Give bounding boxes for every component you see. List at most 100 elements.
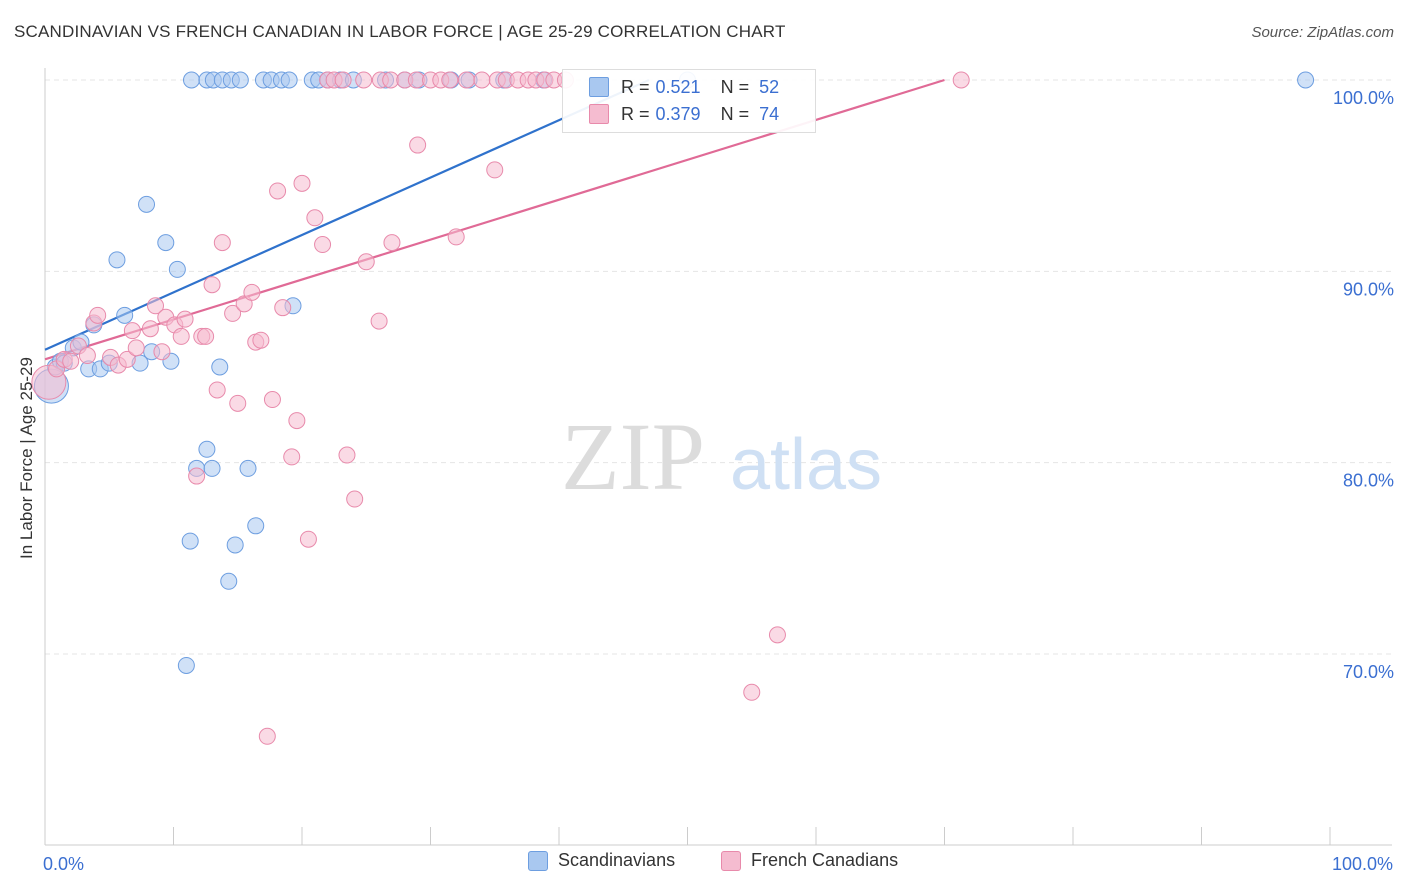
chart-title: SCANDINAVIAN VS FRENCH CANADIAN IN LABOR…	[14, 22, 786, 41]
french-canadian-point	[457, 71, 475, 89]
scandinavian-point	[203, 459, 221, 477]
legend-label: Scandinavians	[558, 850, 676, 870]
n-value: 74	[759, 103, 780, 124]
data-points	[31, 71, 1315, 745]
scandinavian-point	[198, 440, 216, 458]
y-tick-label: 90.0%	[1343, 279, 1394, 299]
legend-item-scandinavians[interactable]: Scandinavians	[528, 850, 675, 871]
french-canadian-point	[486, 161, 504, 179]
french-canadian-point	[89, 306, 107, 324]
r-value: 0.521	[655, 76, 701, 97]
r-label: R =	[621, 76, 650, 97]
french-canadian-point	[743, 683, 761, 701]
x-tick-label: 100.0%	[1332, 854, 1393, 874]
french-canadian-point	[147, 297, 165, 315]
french-canadian-point	[243, 283, 261, 301]
scandinavian-point	[138, 195, 156, 213]
scandinavian-point	[239, 459, 257, 477]
n-label: N =	[720, 103, 750, 124]
french-canadian-point	[118, 350, 136, 368]
french-canadian-point	[258, 727, 276, 745]
french-canadian-point	[274, 299, 292, 317]
scandinavian-point	[211, 358, 229, 376]
y-tick-label: 80.0%	[1343, 471, 1394, 491]
stats-row-french-canadians: R = 0.379 N = 74	[563, 101, 779, 127]
y-tick-label: 70.0%	[1343, 662, 1394, 682]
french-canadian-point	[62, 352, 80, 370]
watermark-zip: ZIP	[561, 403, 705, 510]
french-canadian-point	[203, 276, 221, 294]
tick-labels: 70.0% 80.0% 90.0% 100.0% 0.0% 100.0%	[43, 88, 1394, 874]
y-axis-label: In Labor Force | Age 25-29	[17, 357, 36, 559]
scandinavian-point	[231, 71, 249, 89]
french-canadian-point	[314, 236, 332, 254]
n-value: 52	[759, 76, 780, 97]
french-canadian-point	[188, 467, 206, 485]
n-label: N =	[720, 76, 750, 97]
r-value: 0.379	[655, 103, 701, 124]
grid-lines	[45, 79, 1392, 655]
stats-legend: R = 0.521 N = 52 R = 0.379 N = 74	[562, 69, 816, 133]
french-canadian-point	[346, 490, 364, 508]
french-canadian-point	[127, 339, 145, 357]
scandinavian-point	[1297, 71, 1315, 89]
french-canadian-point	[123, 322, 141, 340]
watermark: ZIP atlas	[561, 403, 882, 510]
legend-label: French Canadians	[751, 850, 899, 870]
french-canadian-point	[306, 209, 324, 227]
french-canadian-point	[176, 310, 194, 328]
french-canadian-point	[208, 381, 226, 399]
french-canadian-point	[213, 234, 231, 252]
french-canadian-point	[355, 71, 373, 89]
scandinavian-point	[177, 656, 195, 674]
watermark-atlas: atlas	[730, 425, 882, 505]
french-canadian-point	[172, 327, 190, 345]
scandinavian-point	[226, 536, 244, 554]
scandinavian-point	[181, 532, 199, 550]
french-canadian-point	[197, 327, 215, 345]
scandinavian-point	[168, 260, 186, 278]
scandinavian-point	[280, 71, 298, 89]
french-canadian-point	[299, 530, 317, 548]
scandinavian-point	[116, 306, 134, 324]
french-canadian-point	[288, 412, 306, 430]
french-canadian-point	[382, 71, 400, 89]
scandinavian-point	[220, 572, 238, 590]
scandinavian-point	[247, 517, 265, 535]
french-canadian-point	[269, 182, 287, 200]
french-canadian-point	[447, 228, 465, 246]
r-label: R =	[621, 103, 650, 124]
french-canadian-point	[407, 71, 425, 89]
scandinavians-swatch	[589, 77, 609, 97]
legend-item-french-canadians[interactable]: French Canadians	[721, 850, 898, 871]
french-canadian-point	[78, 347, 96, 365]
french-canadian-point	[293, 174, 311, 192]
french-canadian-point	[441, 71, 459, 89]
french-canadian-point	[409, 136, 427, 154]
scandinavian-point	[182, 71, 200, 89]
french-canadians-swatch	[589, 104, 609, 124]
french-canadian-point	[252, 331, 270, 349]
french-canadian-point	[370, 312, 388, 330]
french-canadian-point	[334, 71, 352, 89]
scandinavian-trend-line	[44, 78, 650, 351]
french-canadian-point	[952, 71, 970, 89]
x-tick-label: 0.0%	[43, 854, 84, 874]
french-canadian-point	[473, 71, 491, 89]
french-canadian-point	[357, 253, 375, 271]
series-legend: Scandinavians French Canadians	[0, 850, 1406, 880]
french-canadian-point	[383, 234, 401, 252]
source-credit: Source: ZipAtlas.com	[1251, 24, 1394, 41]
french-canadian-point	[224, 304, 242, 322]
french-canadian-point	[768, 626, 786, 644]
scandinavian-point	[108, 251, 126, 269]
french-canadian-point	[153, 343, 171, 361]
axes	[44, 68, 1392, 846]
french-canadian-point	[263, 391, 281, 409]
french-canadian-point	[283, 448, 301, 466]
legend-swatch-pink	[721, 850, 741, 871]
legend-swatch-blue	[528, 850, 548, 871]
french-canadian-point	[338, 446, 356, 464]
french-canadian-point	[141, 320, 159, 338]
